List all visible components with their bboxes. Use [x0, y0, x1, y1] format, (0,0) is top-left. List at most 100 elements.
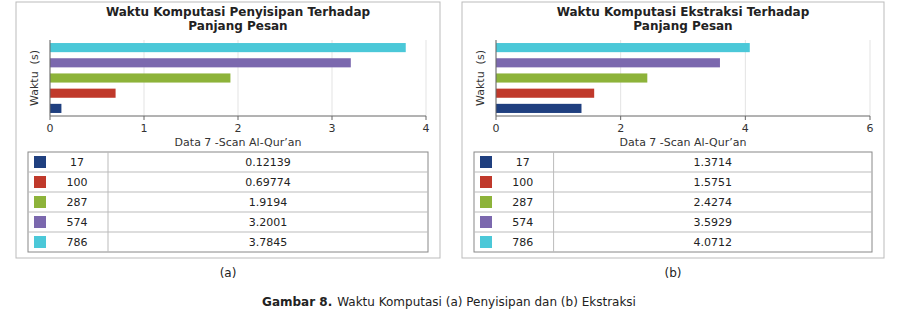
title-line: Panjang Pesan — [633, 19, 732, 33]
legend-label: 574 — [67, 216, 88, 229]
bar — [496, 73, 647, 82]
bar — [496, 43, 750, 52]
legend-value: 3.2001 — [249, 216, 288, 229]
grid-line — [870, 40, 871, 116]
figure: Waktu Komputasi Penyisipan TerhadapPanja… — [0, 0, 898, 324]
tick — [332, 116, 333, 120]
tick-label: 0 — [47, 122, 54, 135]
title-line: Panjang Pesan — [188, 19, 287, 33]
legend-label: 786 — [512, 236, 533, 249]
x-axis-line — [496, 116, 870, 117]
title-line: Waktu Komputasi Penyisipan Terhadap — [106, 5, 371, 19]
legend-value: 4.0712 — [694, 236, 733, 249]
legend-value: 0.69774 — [245, 176, 291, 189]
legend-col-line — [553, 152, 554, 172]
legend-label: 574 — [512, 216, 533, 229]
x-axis-label: Data 7 -Scan Al-Qur’an — [620, 136, 747, 149]
legend-border — [474, 152, 872, 252]
legend-label: 100 — [67, 176, 88, 189]
bar — [496, 58, 720, 67]
bar — [50, 104, 61, 113]
legend-col-line — [108, 212, 109, 232]
legend-row-line — [474, 172, 872, 173]
legend-border — [28, 152, 428, 252]
tick — [870, 116, 871, 120]
tick-label: 6 — [867, 122, 874, 135]
title: Waktu Komputasi Penyisipan TerhadapPanja… — [106, 5, 371, 33]
legend-row-line — [28, 192, 428, 193]
legend-swatch — [480, 196, 492, 208]
legend-value: 3.7845 — [249, 236, 288, 249]
panel-border — [16, 2, 440, 258]
legend-col-line — [108, 232, 109, 252]
bar — [50, 89, 116, 98]
bars — [496, 43, 750, 113]
legend-label: 17 — [70, 156, 84, 169]
tick — [50, 116, 51, 120]
bar — [50, 73, 230, 82]
legend-swatch — [34, 236, 46, 248]
legend-label: 786 — [67, 236, 88, 249]
tick — [426, 116, 427, 120]
legend-swatch — [480, 216, 492, 228]
legend-label: 100 — [512, 176, 533, 189]
legend-row-line — [28, 232, 428, 233]
legend-col-line — [553, 212, 554, 232]
legend-row-line — [474, 192, 872, 193]
x-axis-line — [50, 116, 426, 117]
bar — [50, 43, 406, 52]
legend-value: 2.4274 — [694, 196, 733, 209]
legend-col-line — [553, 172, 554, 192]
legend-table: 170.121391000.697742871.91945743.2001786… — [28, 152, 428, 252]
panel-border — [462, 2, 884, 258]
y-axis-label: Waktu (s) — [28, 50, 41, 106]
legend-row-line — [474, 232, 872, 233]
grid-line — [426, 40, 427, 116]
legend-swatch — [480, 236, 492, 248]
legend-label: 287 — [512, 196, 533, 209]
grid-line — [50, 40, 51, 116]
legend-col-line — [108, 152, 109, 172]
legend-value: 1.3714 — [694, 156, 733, 169]
panel: Waktu Komputasi Ekstraksi TerhadapPanjan… — [462, 2, 884, 280]
legend-col-line — [108, 192, 109, 212]
tick — [496, 116, 497, 120]
figure-caption: Gambar 8. Waktu Komputasi (a) Penyisipan … — [262, 295, 636, 309]
legend-value: 1.9194 — [249, 196, 288, 209]
title-line: Waktu Komputasi Ekstraksi Terhadap — [557, 5, 810, 19]
y-axis-label: Waktu (s) — [474, 50, 487, 106]
tick-label: 4 — [423, 122, 430, 135]
panel-caption: (a) — [220, 266, 237, 280]
legend-row-line — [28, 172, 428, 173]
figure-caption-part: Gambar 8. — [262, 295, 332, 309]
bar — [496, 89, 594, 98]
bars — [50, 43, 406, 113]
legend-value: 0.12139 — [245, 156, 291, 169]
legend-value: 1.5751 — [694, 176, 733, 189]
tick — [745, 116, 746, 120]
legend-swatch — [34, 216, 46, 228]
legend-label: 17 — [516, 156, 530, 169]
panel: Waktu Komputasi Penyisipan TerhadapPanja… — [16, 2, 440, 280]
legend-col-line — [108, 172, 109, 192]
grid-line — [496, 40, 497, 116]
legend-swatch — [34, 156, 46, 168]
figure-caption-part: Waktu Komputasi (a) Penyisipan dan (b) E… — [337, 295, 636, 309]
legend-swatch — [34, 176, 46, 188]
tick — [144, 116, 145, 120]
tick — [620, 116, 621, 120]
legend-row-line — [474, 212, 872, 213]
legend-col-line — [553, 232, 554, 252]
legend-row-line — [28, 212, 428, 213]
legend-swatch — [480, 156, 492, 168]
tick-label: 3 — [329, 122, 336, 135]
tick-label: 4 — [742, 122, 749, 135]
tick-label: 1 — [141, 122, 148, 135]
tick-label: 2 — [617, 122, 624, 135]
x-axis-label: Data 7 -Scan Al-Qur’an — [175, 136, 302, 149]
y-axis-line — [50, 40, 51, 116]
legend-col-line — [553, 192, 554, 212]
title: Waktu Komputasi Ekstraksi TerhadapPanjan… — [557, 5, 810, 33]
legend-swatch — [480, 176, 492, 188]
tick-label: 2 — [235, 122, 242, 135]
